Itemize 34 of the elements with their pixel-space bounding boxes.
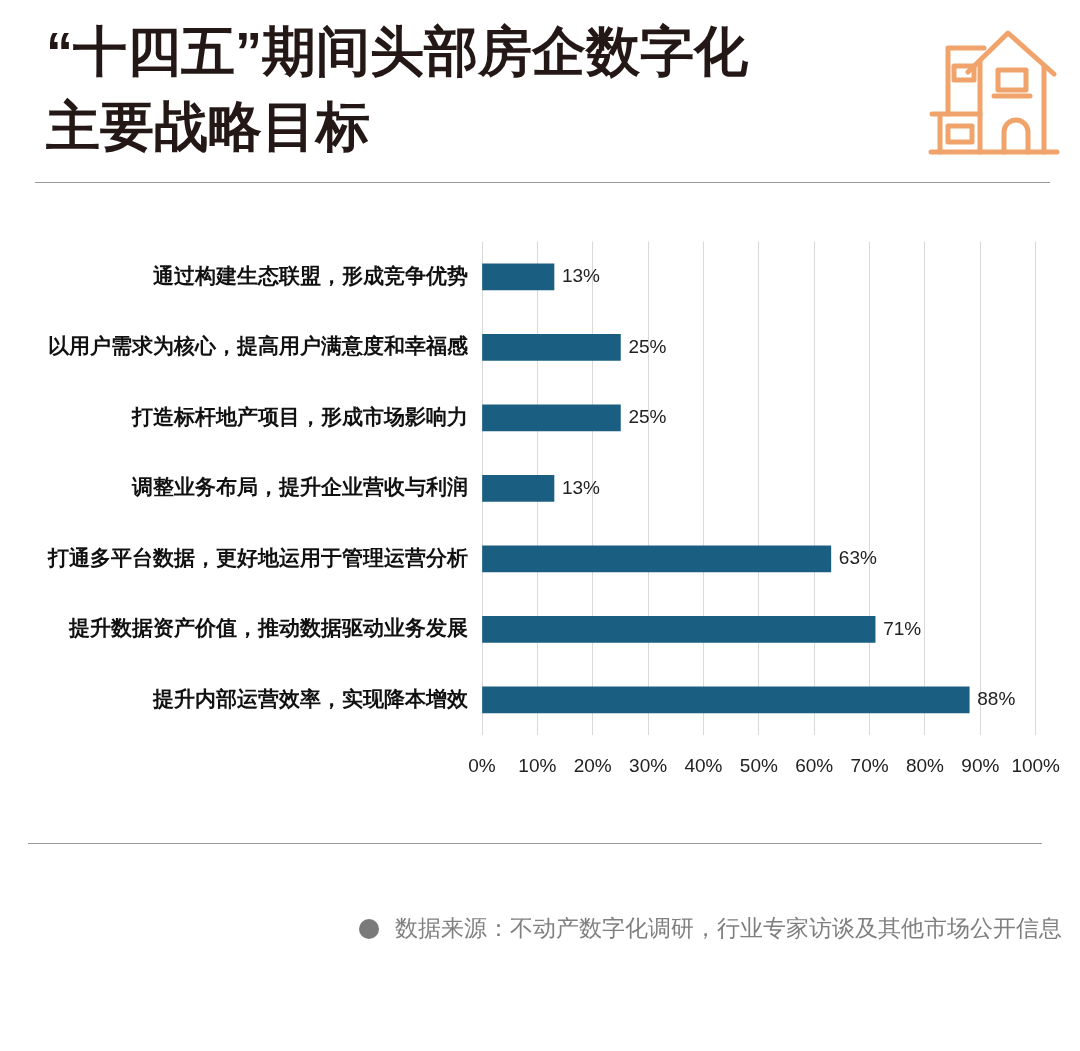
data-label: 25% — [628, 335, 667, 357]
bar — [482, 334, 621, 361]
x-tick-label: 80% — [905, 754, 945, 776]
data-label: 13% — [561, 476, 601, 498]
chart-title: “十四五”期间头部房企数字化主要战略目标 — [46, 20, 749, 158]
x-tick-label: 40% — [684, 754, 723, 776]
x-tick-label: 100% — [1011, 754, 1061, 776]
x-tick-label: 30% — [629, 754, 668, 776]
data-label: 71% — [883, 617, 922, 639]
y-tick-label: 通过构建生态联盟，形成竞争优势 — [152, 263, 468, 287]
bar — [482, 616, 876, 643]
bar — [482, 545, 832, 573]
x-tick-label: 70% — [850, 754, 889, 776]
y-tick-label: 打造标杆地产项目，形成市场影响力 — [131, 404, 468, 428]
x-tick-label: 20% — [573, 754, 612, 776]
data-label: 88% — [977, 688, 1016, 710]
bar — [482, 475, 555, 502]
x-tick-label: 50% — [739, 754, 778, 776]
x-tick-label: 60% — [795, 754, 834, 776]
bar — [482, 686, 970, 714]
x-tick-label: 0% — [468, 754, 496, 776]
x-tick-label: 10% — [518, 754, 557, 776]
y-tick-label: 打通多平台数据，更好地运用于管理运营分析 — [47, 545, 468, 569]
data-label: 13% — [561, 265, 601, 287]
data-label: 63% — [838, 547, 877, 569]
y-tick-label: 调整业务布局，提升企业营收与利润 — [131, 475, 468, 499]
source-note: 数据来源：不动产数字化调研，行业专家访谈及其他市场公开信息 — [395, 914, 1062, 943]
y-tick-label: 提升数据资产价值，推动数据驱动业务发展 — [68, 616, 468, 640]
data-label: 25% — [628, 406, 667, 428]
y-tick-label: 以用户需求为核心，提高用户满意度和幸福感 — [48, 334, 469, 358]
x-tick-label: 90% — [961, 754, 1000, 776]
y-tick-label: 提升内部运营效率，实现降本增效 — [152, 686, 469, 710]
bar — [482, 263, 555, 291]
bar — [482, 404, 621, 432]
